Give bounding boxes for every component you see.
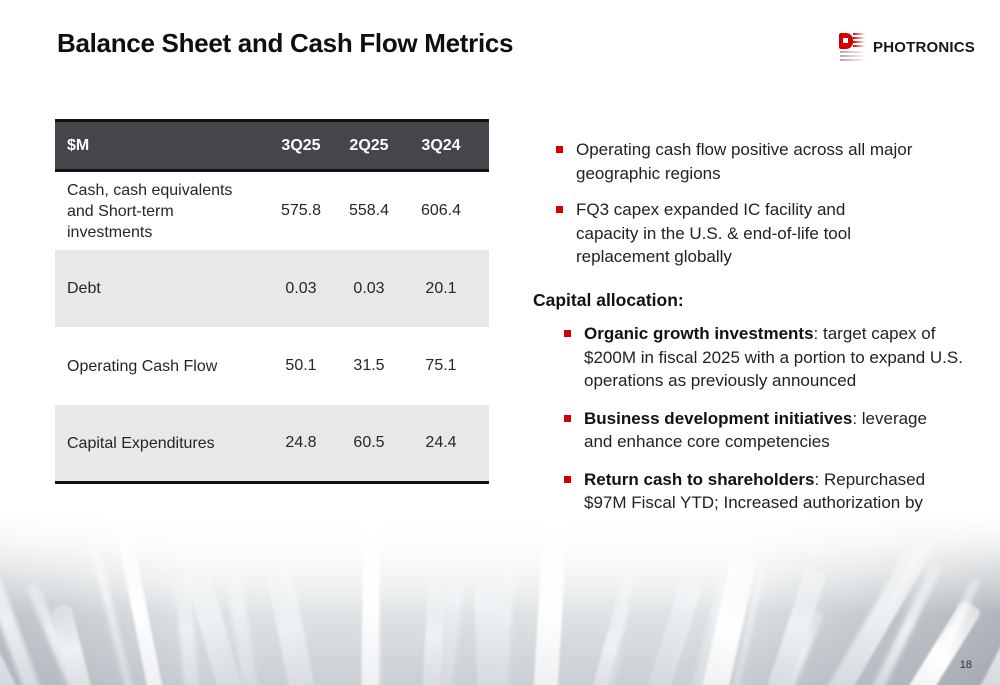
page-title: Balance Sheet and Cash Flow Metrics [57,28,514,58]
row-label: Debt [67,280,101,297]
balance-sheet-table: $M 3Q25 2Q25 3Q24 Cash, cash equivalents… [55,119,489,484]
highlights-panel: Operating cash flow positive across all … [533,138,973,552]
bullet-text: FQ3 capex expanded IC facility and capac… [576,200,851,266]
bullet-lead: Return cash to shareholders [584,469,815,489]
bullet-text: Operating cash flow positive across all … [576,140,913,183]
row-value: 50.1 [285,357,317,374]
bullet-icon [564,330,571,337]
row-value: 31.5 [353,357,385,374]
capital-allocation-heading: Capital allocation: [533,289,684,310]
bullet-rest: : target capex of $200M in fiscal 2025 w… [584,324,963,390]
row-label: Capital Expenditures [67,434,215,452]
row-label: Operating Cash Flow [67,357,218,375]
row-value: 75.1 [425,357,457,374]
row-value: 558.4 [348,202,390,219]
table-row: Operating Cash Flow 50.1 31.5 75.1 [55,327,489,405]
row-value: 24.8 [285,434,317,451]
header-cell-units: $M [67,137,90,154]
logo-wordmark: PHOTRONICS [872,38,975,56]
row-value: 606.4 [420,202,462,219]
hero-image: 18 [0,515,1000,685]
header-cell-3q24: 3Q24 [421,136,461,154]
row-value: 24.4 [425,434,457,451]
bullet-icon [564,414,571,422]
table-row: Debt 0.03 0.03 20.1 [55,250,489,327]
bullet-icon [556,146,563,153]
photronics-logo-icon [838,32,865,62]
row-value: 575.8 [280,202,322,219]
bullet-lead: Organic growth investments [584,324,814,343]
photronics-logo: PHOTRONICS [838,32,975,62]
page-number: 18 [959,659,972,671]
row-label: Cash, cash equivalents and Short-term in… [67,181,233,241]
row-value: 60.5 [353,434,385,451]
row-value: 0.03 [285,279,317,297]
bullet-icon [556,206,563,213]
list-item: Organic growth investments: target capex… [564,322,973,393]
header-cell-2q25: 2Q25 [349,136,389,154]
header-cell-3q25: 3Q25 [281,136,321,154]
list-item: Business development initiatives: levera… [564,407,973,454]
bullet-icon [564,475,571,483]
row-value: 0.03 [353,279,385,297]
list-item: FQ3 capex expanded IC facility and capac… [556,198,973,269]
table-row: Capital Expenditures 24.8 60.5 24.4 [55,405,489,481]
bullet-rest: : leverage and enhance core competencies [584,408,927,452]
list-item: Operating cash flow positive across all … [556,138,973,185]
bullet-text: Organic growth investments: target capex… [584,322,973,393]
bullet-lead: Business development initiatives [584,408,853,428]
bullet-text: Business development initiatives: levera… [584,407,936,454]
table-row: Cash, cash equivalents and Short-term in… [55,172,489,250]
table-body: Cash, cash equivalents and Short-term in… [55,172,489,481]
row-value: 20.1 [425,279,457,297]
table-header-row: $M 3Q25 2Q25 3Q24 [55,122,489,172]
